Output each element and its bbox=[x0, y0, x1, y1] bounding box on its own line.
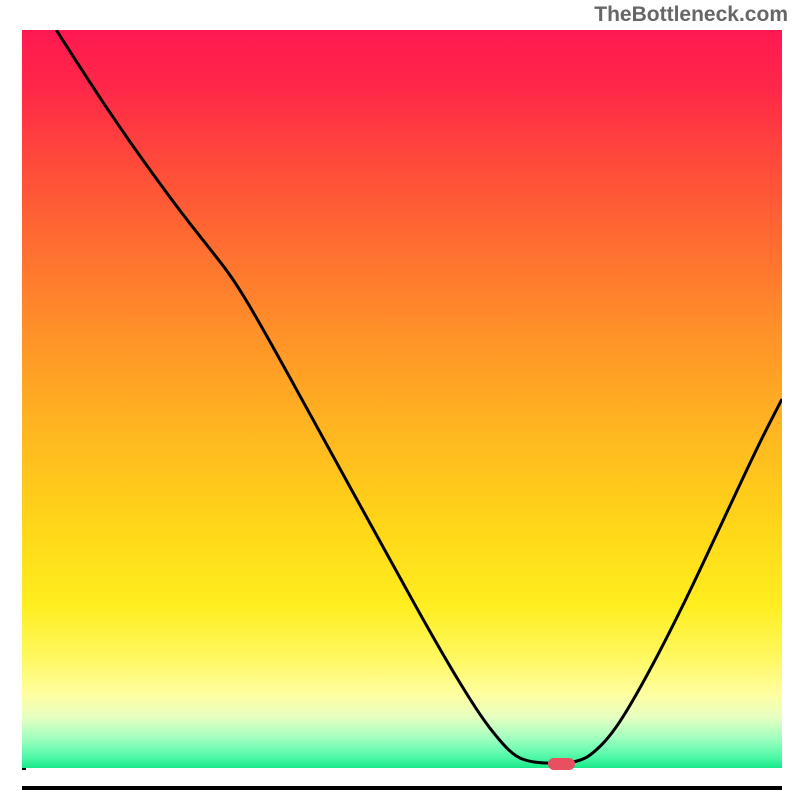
gradient-background bbox=[22, 30, 782, 768]
plot-area bbox=[22, 30, 782, 768]
optimal-marker bbox=[548, 758, 575, 770]
watermark-text: TheBottleneck.com bbox=[594, 3, 788, 27]
chart-svg bbox=[22, 30, 782, 768]
chart-container bbox=[22, 30, 782, 790]
x-axis bbox=[22, 786, 782, 790]
